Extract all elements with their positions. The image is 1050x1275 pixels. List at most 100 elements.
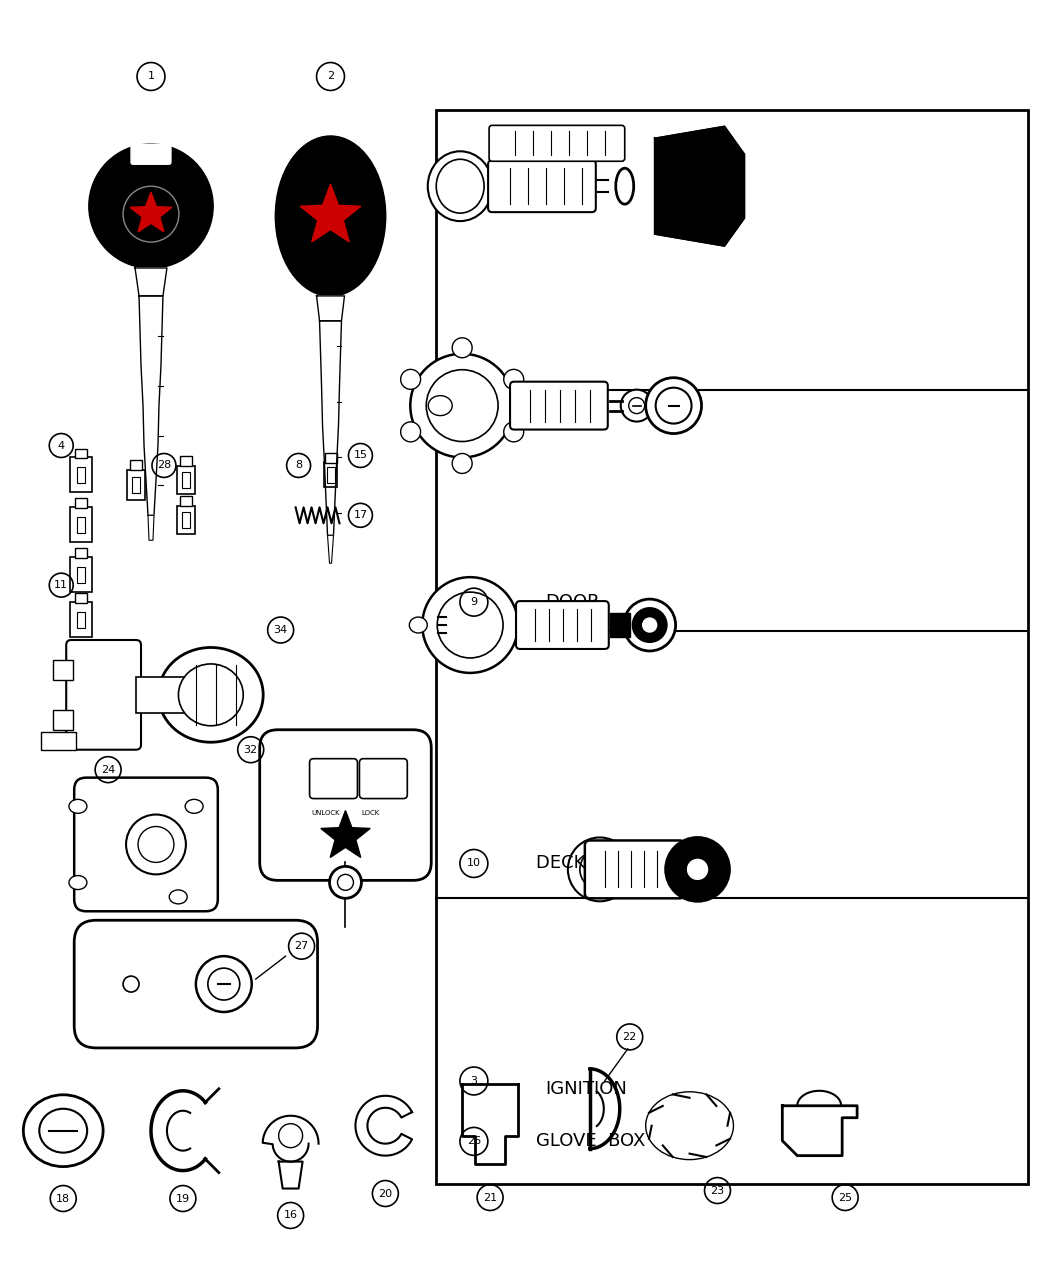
Polygon shape	[135, 268, 167, 296]
Text: 26: 26	[467, 1136, 481, 1146]
FancyBboxPatch shape	[131, 144, 171, 164]
Text: 17: 17	[354, 510, 368, 520]
Bar	[76, 449, 87, 459]
Circle shape	[401, 422, 421, 442]
Text: 32: 32	[244, 745, 258, 755]
Ellipse shape	[276, 136, 385, 296]
Bar	[136, 677, 191, 713]
Circle shape	[437, 592, 503, 658]
Text: 34: 34	[274, 625, 288, 635]
Polygon shape	[130, 193, 172, 232]
Circle shape	[643, 618, 656, 632]
Polygon shape	[278, 1162, 302, 1188]
Ellipse shape	[428, 395, 453, 416]
FancyBboxPatch shape	[585, 840, 685, 899]
Circle shape	[666, 838, 730, 901]
Circle shape	[504, 370, 524, 389]
Circle shape	[123, 977, 139, 992]
Bar	[127, 470, 145, 500]
Text: 19: 19	[175, 1193, 190, 1204]
Bar	[132, 477, 140, 493]
Polygon shape	[262, 1116, 318, 1162]
Polygon shape	[328, 536, 334, 564]
Text: 8: 8	[295, 460, 302, 470]
Polygon shape	[300, 184, 361, 242]
Circle shape	[126, 815, 186, 875]
Bar	[182, 513, 190, 528]
FancyBboxPatch shape	[310, 759, 357, 798]
Circle shape	[138, 826, 174, 862]
Bar	[130, 460, 142, 470]
Polygon shape	[148, 515, 154, 541]
Polygon shape	[321, 811, 371, 858]
Text: 18: 18	[56, 1193, 70, 1204]
Bar	[70, 602, 92, 638]
Bar	[70, 557, 92, 592]
Bar	[78, 612, 85, 629]
Bar	[78, 518, 85, 533]
Text: 10: 10	[467, 858, 481, 868]
Text: DOOR: DOOR	[546, 593, 601, 611]
Circle shape	[655, 388, 692, 423]
Bar	[324, 454, 336, 463]
Circle shape	[504, 422, 524, 442]
Bar	[327, 468, 335, 483]
FancyBboxPatch shape	[359, 759, 407, 798]
Polygon shape	[316, 296, 344, 321]
Text: 23: 23	[711, 1186, 724, 1196]
Bar	[610, 613, 630, 638]
Ellipse shape	[427, 152, 492, 221]
Bar	[180, 456, 192, 467]
Bar	[76, 499, 87, 509]
Circle shape	[688, 859, 708, 880]
Bar	[70, 507, 92, 542]
Ellipse shape	[159, 648, 264, 742]
Text: 28: 28	[156, 460, 171, 470]
Circle shape	[621, 390, 653, 422]
Polygon shape	[139, 296, 163, 515]
Text: 1: 1	[147, 71, 154, 82]
Text: 3: 3	[470, 1076, 478, 1086]
Bar	[176, 506, 195, 534]
FancyBboxPatch shape	[488, 161, 595, 212]
Bar	[182, 473, 190, 488]
Polygon shape	[356, 1095, 412, 1155]
Circle shape	[568, 838, 632, 901]
Bar	[76, 548, 87, 558]
Bar	[41, 732, 77, 750]
Text: 9: 9	[470, 597, 478, 607]
Text: DECK  LID: DECK LID	[536, 854, 626, 872]
Circle shape	[629, 398, 645, 413]
Ellipse shape	[23, 1095, 103, 1167]
Ellipse shape	[646, 1091, 734, 1160]
Circle shape	[330, 867, 361, 899]
Ellipse shape	[169, 890, 187, 904]
Circle shape	[208, 968, 239, 1000]
Circle shape	[401, 370, 421, 389]
Circle shape	[646, 377, 701, 434]
Ellipse shape	[185, 799, 203, 813]
FancyBboxPatch shape	[75, 921, 317, 1048]
Circle shape	[453, 338, 472, 358]
Bar	[78, 567, 85, 583]
FancyBboxPatch shape	[489, 125, 625, 161]
Text: 20: 20	[378, 1188, 393, 1198]
Text: 2: 2	[327, 71, 334, 82]
Text: 11: 11	[55, 580, 68, 590]
Circle shape	[624, 599, 675, 652]
Ellipse shape	[615, 168, 634, 204]
FancyBboxPatch shape	[75, 778, 217, 912]
Bar	[323, 463, 337, 487]
Bar	[54, 660, 74, 680]
Circle shape	[123, 186, 178, 242]
Polygon shape	[782, 1105, 857, 1155]
Bar	[76, 593, 87, 603]
Circle shape	[426, 370, 498, 441]
Text: LOCK: LOCK	[361, 810, 379, 816]
Circle shape	[89, 144, 213, 268]
Polygon shape	[319, 321, 341, 536]
Text: 21: 21	[483, 1192, 497, 1202]
Circle shape	[633, 608, 667, 643]
Text: 25: 25	[838, 1192, 853, 1202]
Ellipse shape	[410, 617, 427, 632]
